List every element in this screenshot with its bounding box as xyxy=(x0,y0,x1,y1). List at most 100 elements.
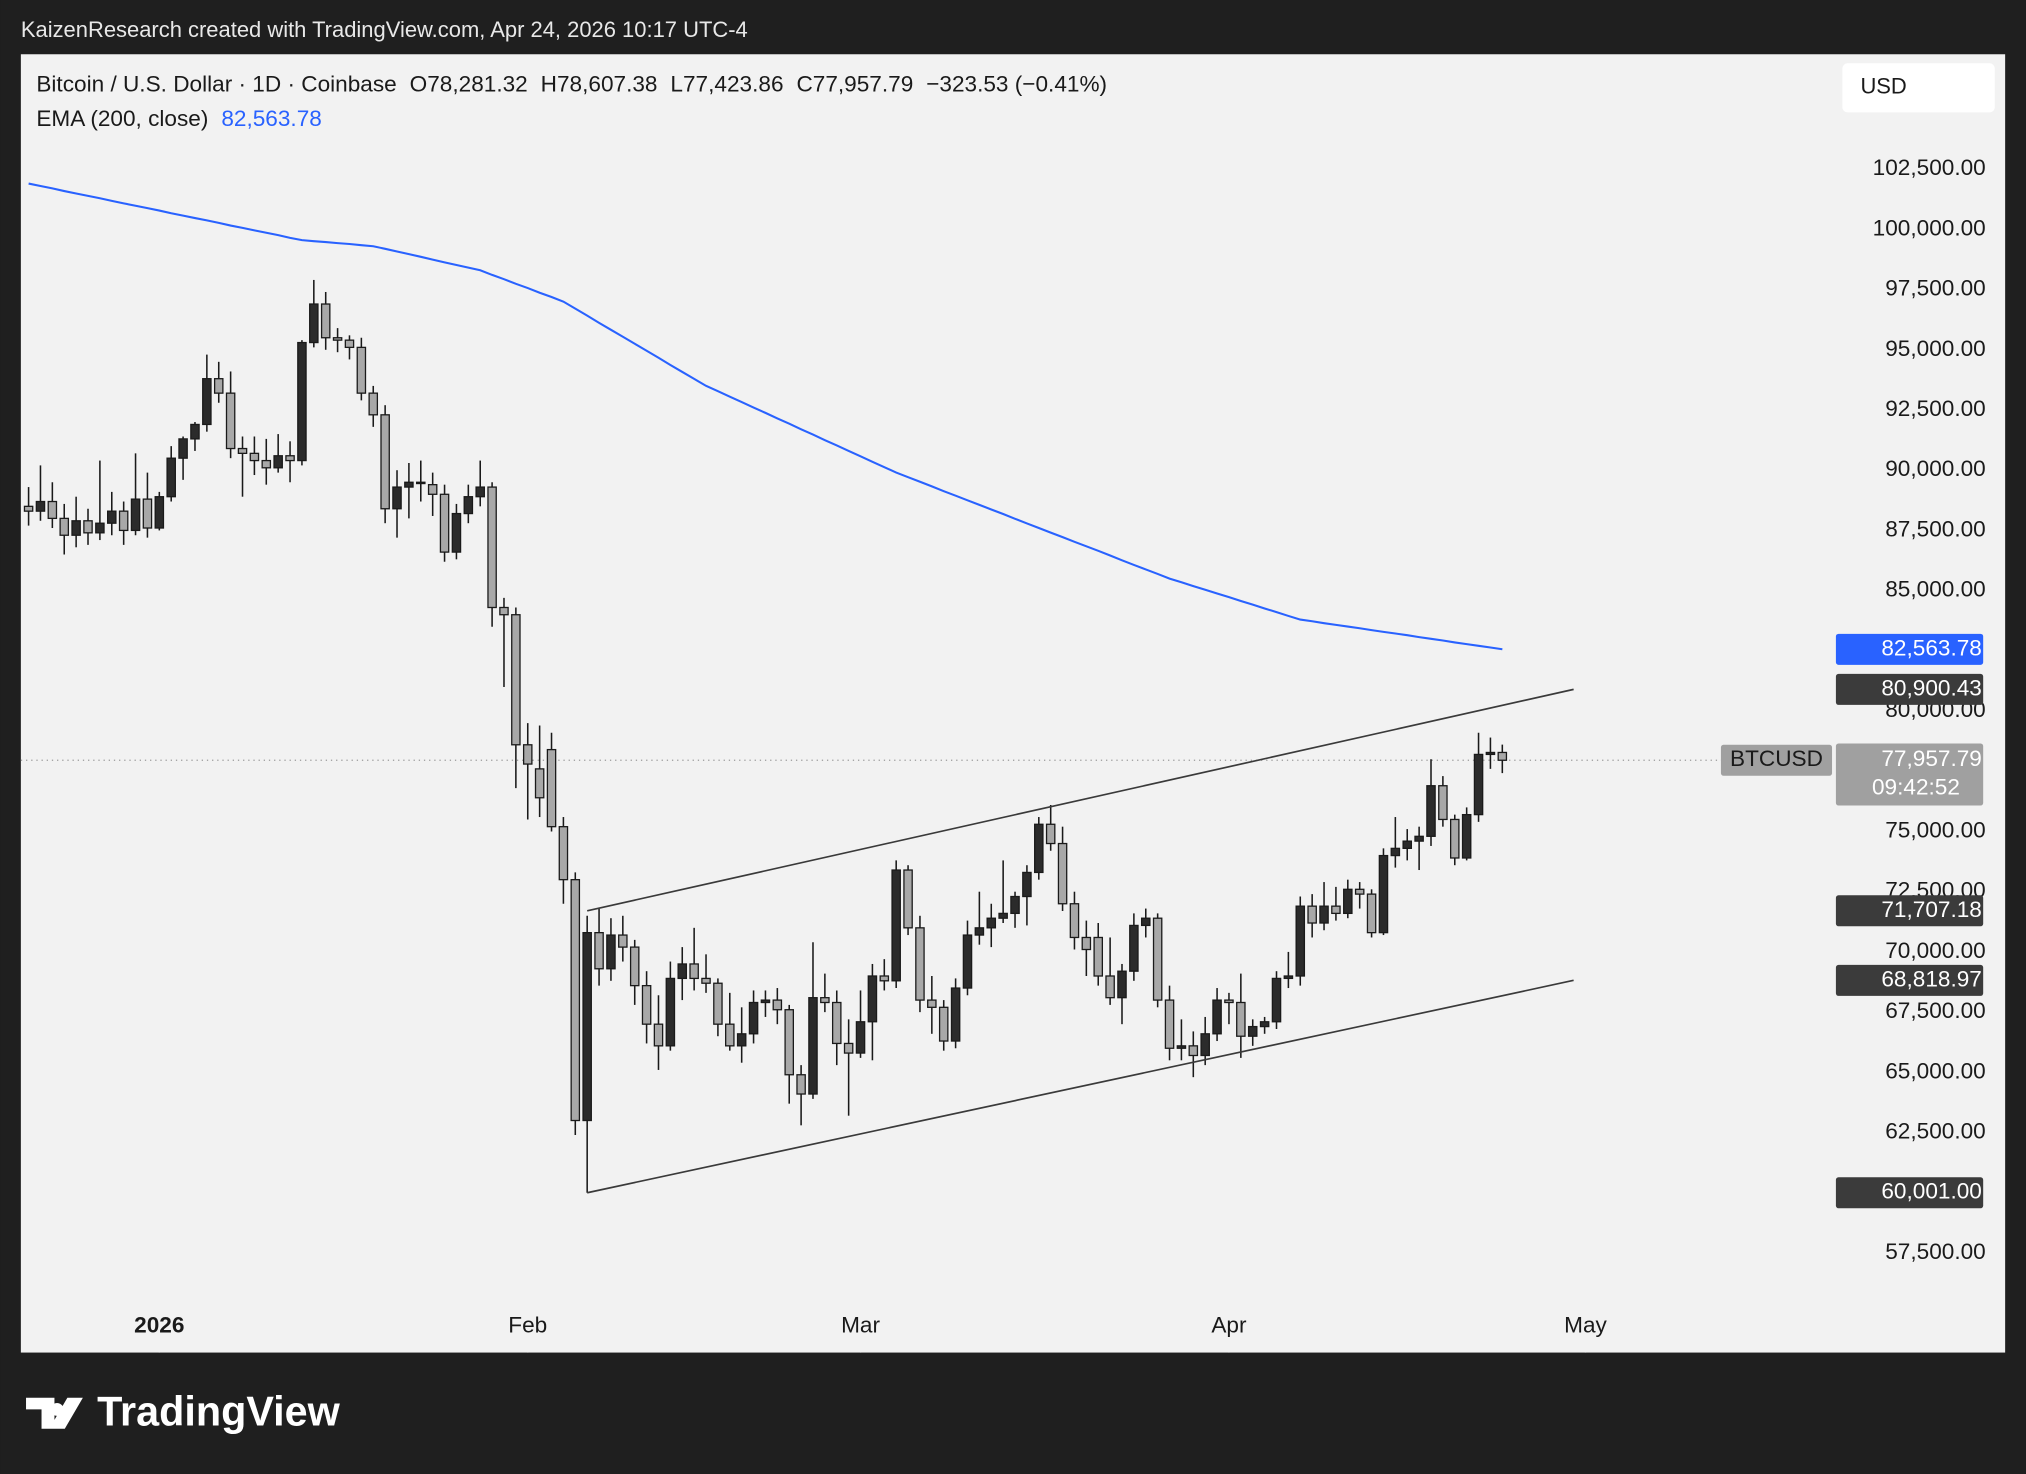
candle-body xyxy=(915,927,925,1001)
ema-line xyxy=(28,182,1503,651)
legend-low: L77,423.86 xyxy=(670,71,783,96)
candle-body xyxy=(1069,903,1080,939)
legend-open: O78,281.32 xyxy=(410,71,528,96)
candle-body xyxy=(1354,888,1365,895)
candle-body xyxy=(261,459,272,469)
y-tick-label: 62,500.00 xyxy=(1885,1119,1986,1144)
candle-body xyxy=(713,982,723,1025)
candle-body xyxy=(1259,1021,1270,1028)
candle-body xyxy=(1188,1045,1199,1057)
chart-pane xyxy=(20,54,2006,1353)
y-tick-label: 100,000.00 xyxy=(1873,215,1986,240)
candle-body xyxy=(166,457,176,498)
candle-body xyxy=(938,1006,949,1042)
x-tick-label: Feb xyxy=(508,1313,547,1338)
legend-change: −323.53 (−0.41%) xyxy=(926,71,1107,96)
candle-body xyxy=(213,378,224,394)
candle-body xyxy=(273,455,283,469)
candle-body xyxy=(903,869,913,929)
candle-body xyxy=(665,977,676,1047)
candle-body xyxy=(368,392,379,416)
tradingview-logo: TradingView xyxy=(26,1388,341,1434)
y-tick-label: 87,500.00 xyxy=(1885,516,1986,541)
candle-body xyxy=(1010,895,1020,915)
attribution: KaizenResearch created with TradingView.… xyxy=(21,17,748,42)
candle-body xyxy=(820,997,830,1004)
candle-body xyxy=(380,414,390,510)
candle-body xyxy=(1295,905,1306,977)
candle-body xyxy=(701,977,711,984)
candle-body xyxy=(309,303,319,344)
candle-body xyxy=(1473,753,1484,816)
legend: Bitcoin / U.S. Dollar · 1D · Coinbase O78… xyxy=(36,71,1107,96)
candle-body xyxy=(416,481,426,485)
candle-body xyxy=(427,484,438,495)
candle-body xyxy=(879,975,890,982)
candle-body xyxy=(594,932,604,970)
candle-body xyxy=(772,999,783,1011)
candle-body xyxy=(855,1021,866,1054)
currency[interactable]: USD xyxy=(1860,74,1906,99)
symbol-label: BTCUSD xyxy=(1730,746,1823,771)
candle-body xyxy=(582,932,592,1122)
candle-body xyxy=(534,768,545,799)
candle-body xyxy=(558,826,569,881)
candle-body xyxy=(998,912,1008,919)
candle-body xyxy=(1152,917,1163,1001)
candle-body xyxy=(725,1023,735,1047)
candle-body xyxy=(83,520,93,534)
trendline-label-box xyxy=(1835,895,1984,927)
candle-body xyxy=(47,500,58,520)
trendline xyxy=(586,979,1574,1194)
candle-body xyxy=(1236,1001,1246,1037)
y-tick-label: 90,000.00 xyxy=(1885,456,1986,481)
candle-body xyxy=(1366,893,1377,934)
candle-body xyxy=(1105,975,1115,999)
y-tick-label: 97,500.00 xyxy=(1885,276,1986,301)
candle-body xyxy=(1319,905,1329,924)
candle-body xyxy=(487,486,497,609)
candle-body xyxy=(1034,823,1044,874)
candle-body xyxy=(641,984,652,1025)
candle-body xyxy=(689,963,699,980)
y-tick-label: 65,000.00 xyxy=(1885,1058,1986,1083)
x-tick-label: Apr xyxy=(1211,1313,1247,1338)
logo-mark xyxy=(26,1397,83,1429)
trendline-label-box xyxy=(1835,673,1984,705)
candle-body xyxy=(1426,785,1436,837)
candle-body xyxy=(1140,917,1151,927)
candle-body xyxy=(986,917,997,929)
candle-body xyxy=(1438,785,1448,821)
candle-body xyxy=(106,510,117,524)
candle-body xyxy=(237,447,248,454)
candle-body xyxy=(1176,1045,1187,1049)
candle-body xyxy=(653,1023,664,1047)
candle-body xyxy=(130,498,141,532)
candle-body xyxy=(332,337,343,341)
candle-body xyxy=(974,927,985,936)
candle-body xyxy=(463,496,474,515)
candle-body xyxy=(285,455,295,462)
candle-body xyxy=(178,438,188,459)
candle-body xyxy=(59,517,70,536)
candle-body xyxy=(404,481,414,488)
candle-body xyxy=(927,999,937,1008)
candle-body xyxy=(1247,1025,1258,1037)
candle-body xyxy=(297,341,307,462)
candle-body xyxy=(796,1074,806,1095)
candle-body xyxy=(760,999,771,1004)
candle-body xyxy=(71,520,81,536)
currency-button[interactable] xyxy=(1842,63,1995,113)
candle-body xyxy=(142,498,153,529)
candle-body xyxy=(439,493,450,553)
trendline-label: 60,001.00 xyxy=(1881,1179,1982,1204)
trendline-label-box xyxy=(1835,1177,1984,1209)
candle-body xyxy=(677,963,688,980)
trendline xyxy=(586,688,1574,912)
candles xyxy=(23,279,1508,1193)
candle-body xyxy=(35,500,46,512)
x-tick-label: Mar xyxy=(841,1313,880,1338)
candle-body xyxy=(570,879,581,1122)
candle-body xyxy=(1378,854,1389,934)
